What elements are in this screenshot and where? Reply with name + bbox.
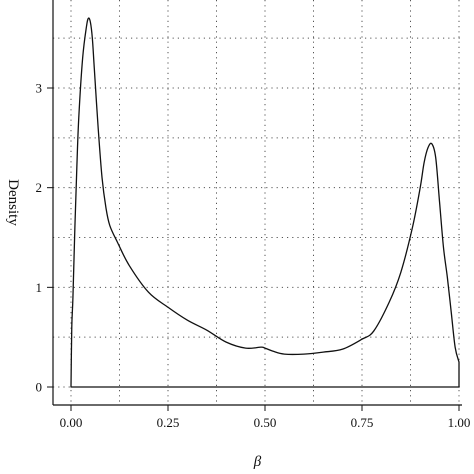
tick-marks — [47, 87, 460, 411]
y-tick-label: 2 — [36, 180, 43, 195]
tick-labels: 0.00 0.25 0.50 0.75 1.00 0 1 2 3 — [36, 81, 471, 431]
x-tick-label: 0.50 — [254, 415, 277, 430]
x-tick-label: 1.00 — [448, 415, 471, 430]
x-tick-label: 0.75 — [351, 415, 374, 430]
density-curve — [70, 17, 460, 388]
x-axis-title: β — [253, 454, 262, 470]
x-tick-label: 0.25 — [157, 415, 180, 430]
series-layer — [70, 17, 460, 388]
y-tick-label: 0 — [36, 380, 43, 395]
x-tick-label: 0.00 — [60, 415, 83, 430]
y-tick-label: 3 — [36, 81, 43, 96]
grid-lines — [53, 0, 462, 405]
y-axis-title: Density — [5, 179, 21, 226]
axes — [52, 0, 462, 406]
y-tick-label: 1 — [36, 280, 43, 295]
